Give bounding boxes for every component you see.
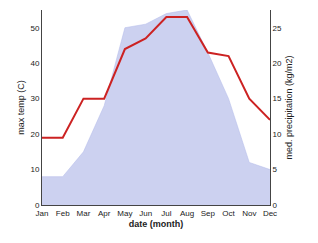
- svg-text:Jun: Jun: [139, 209, 152, 218]
- svg-text:50: 50: [30, 24, 39, 33]
- svg-text:Mar: Mar: [77, 209, 91, 218]
- svg-text:med. precipitation (kg/m2): med. precipitation (kg/m2): [284, 55, 294, 159]
- svg-text:date (month): date (month): [129, 219, 184, 229]
- svg-text:15: 15: [273, 94, 282, 103]
- svg-text:May: May: [117, 209, 132, 218]
- svg-text:20: 20: [30, 130, 39, 139]
- svg-text:Aug: Aug: [180, 209, 194, 218]
- svg-text:0: 0: [273, 201, 278, 210]
- svg-text:Jan: Jan: [36, 209, 49, 218]
- svg-text:Dec: Dec: [263, 209, 277, 218]
- svg-text:Sep: Sep: [201, 209, 216, 218]
- svg-text:Oct: Oct: [222, 209, 235, 218]
- svg-text:Jul: Jul: [161, 209, 171, 218]
- svg-text:Apr: Apr: [98, 209, 111, 218]
- svg-text:0: 0: [35, 201, 40, 210]
- svg-text:Nov: Nov: [242, 209, 256, 218]
- svg-text:max temp (C): max temp (C): [16, 80, 26, 135]
- svg-text:25: 25: [273, 24, 282, 33]
- svg-text:10: 10: [273, 130, 282, 139]
- svg-text:Feb: Feb: [56, 209, 70, 218]
- svg-text:30: 30: [30, 94, 39, 103]
- svg-text:5: 5: [273, 165, 278, 174]
- svg-text:20: 20: [273, 59, 282, 68]
- svg-text:40: 40: [30, 59, 39, 68]
- svg-text:10: 10: [30, 165, 39, 174]
